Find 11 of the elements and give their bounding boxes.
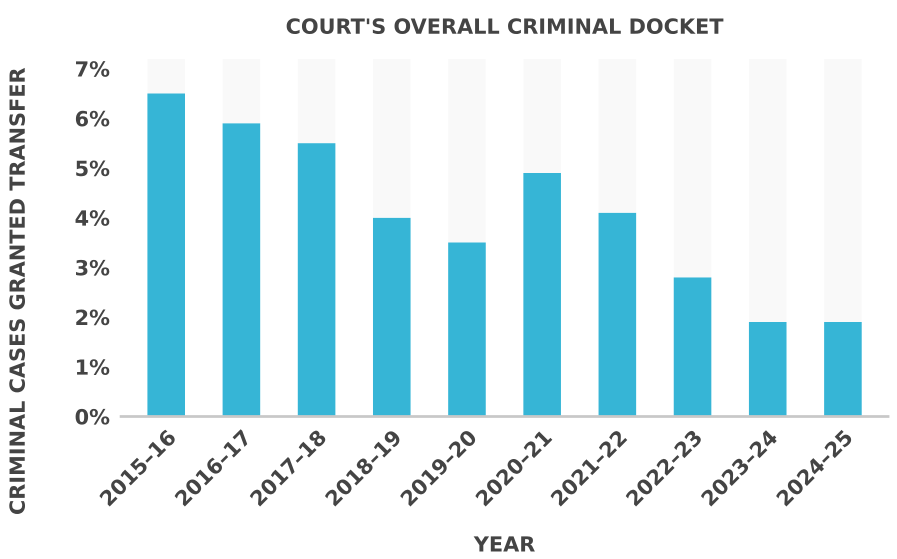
x-axis-title: YEAR bbox=[474, 536, 535, 552]
y-tick-label: 3% bbox=[76, 260, 110, 276]
y-tick-label: 5% bbox=[76, 160, 110, 176]
y-tick-label: 2% bbox=[76, 310, 110, 326]
y-tick-label: 1% bbox=[76, 359, 110, 375]
chart-title: COURT'S OVERALL CRIMINAL DOCKET bbox=[286, 18, 724, 34]
y-tick-label: 4% bbox=[76, 210, 110, 226]
y-tick-label: 6% bbox=[76, 110, 110, 127]
y-tick-label: 7% bbox=[76, 61, 110, 77]
y-tick-label: 0% bbox=[76, 408, 110, 425]
y-axis-title: CRIMINAL CASES GRANTED TRANSFER bbox=[9, 68, 26, 514]
